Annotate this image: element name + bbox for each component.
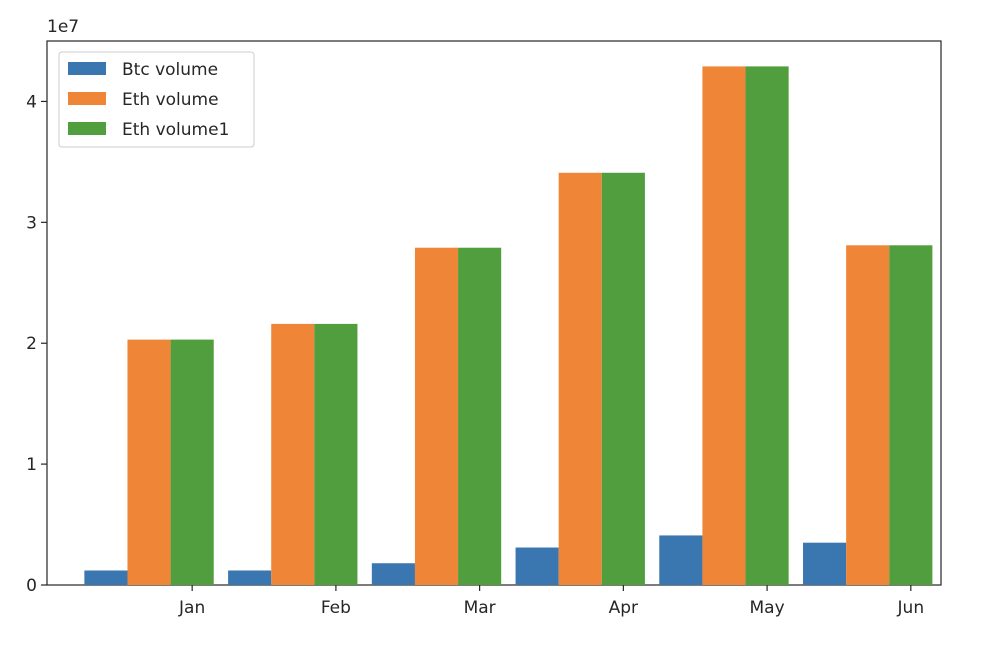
legend-swatch — [68, 122, 106, 135]
x-tick-label: May — [750, 598, 785, 618]
x-axis: Jan Feb Mar Apr May Jun — [178, 585, 924, 618]
legend: Btc volume Eth volume Eth volume1 — [58, 51, 255, 148]
legend-label: Eth volume — [122, 90, 219, 110]
legend-box — [58, 51, 255, 148]
bar-eth-volume1-mar — [458, 247, 502, 585]
y-axis: 0 1 2 3 4 — [26, 92, 47, 596]
bar-eth-volume1-feb — [314, 323, 358, 585]
legend-label: Eth volume1 — [122, 120, 229, 140]
bar-eth-volume-apr — [558, 172, 602, 585]
x-tick-label: Jan — [178, 598, 205, 618]
bar-btc-volume-mar — [371, 563, 415, 585]
bars-group — [84, 66, 933, 586]
x-tick-label: Mar — [464, 598, 496, 618]
bar-eth-volume1-jan — [170, 339, 214, 585]
y-tick-label: 2 — [26, 334, 37, 354]
legend-swatch — [68, 92, 106, 105]
y-tick-label: 3 — [26, 213, 37, 233]
legend-swatch — [68, 62, 106, 75]
bar-eth-volume1-jun — [889, 245, 933, 586]
x-tick-label: Apr — [609, 598, 638, 618]
bar-eth-volume-jun — [846, 245, 890, 586]
bar-eth-volume-mar — [414, 247, 459, 585]
y-offset-label: 1e7 — [47, 17, 79, 37]
bar-btc-volume-jun — [803, 542, 847, 585]
y-tick-label: 4 — [26, 92, 37, 112]
bar-btc-volume-jan — [84, 570, 128, 585]
bar-btc-volume-apr — [515, 547, 559, 585]
bar-btc-volume-may — [659, 535, 703, 585]
bar-eth-volume1-apr — [601, 172, 645, 585]
y-tick-label: 1 — [26, 455, 37, 475]
x-tick-label: Feb — [321, 598, 351, 618]
x-tick-label: Jun — [897, 598, 925, 618]
bar-eth-volume-jan — [127, 339, 171, 585]
bar-eth-volume-may — [702, 66, 746, 585]
bar-btc-volume-feb — [228, 570, 272, 585]
bar-eth-volume-feb — [271, 323, 315, 585]
bar-eth-volume1-may — [745, 66, 789, 585]
y-tick-label: 0 — [26, 576, 37, 596]
legend-label: Btc volume — [122, 60, 218, 80]
